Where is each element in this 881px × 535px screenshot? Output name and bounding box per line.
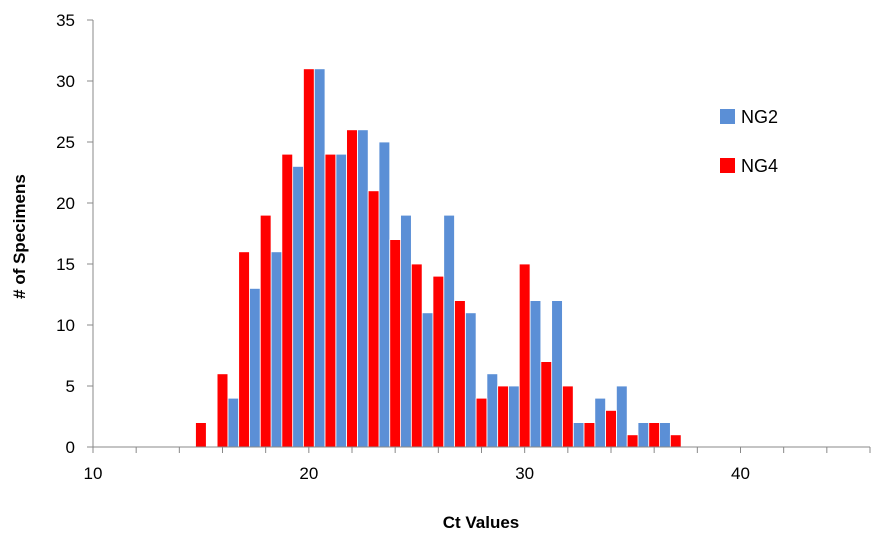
bar-ng2: [615, 385, 628, 448]
bar-ng4: [583, 422, 596, 448]
bar-ng4: [195, 422, 207, 448]
x-ticks: 10 20 30 40: [84, 447, 871, 483]
x-tick-label: 40: [731, 464, 750, 483]
legend-label-ng4: NG4: [741, 156, 778, 176]
bar-ng4: [410, 263, 423, 448]
y-tick-label: 30: [56, 72, 75, 91]
bar-ng4: [454, 300, 466, 448]
bar-ng2: [486, 373, 499, 448]
legend: NG2 NG4: [720, 107, 778, 176]
bar-ng4: [367, 190, 380, 448]
y-tick-label: 15: [56, 255, 75, 274]
bar-ng4: [497, 385, 509, 448]
bar-ng2: [292, 165, 304, 448]
bars-layer: [195, 68, 682, 448]
bar-ng2: [249, 287, 261, 448]
axes-layer: [92, 20, 870, 448]
bar-ng2: [270, 251, 283, 448]
x-tick-label: 20: [299, 464, 318, 483]
bar-ng2: [572, 422, 585, 448]
bar-ng4: [669, 434, 682, 448]
bar-ng2: [378, 141, 391, 448]
y-tick-label: 20: [56, 194, 75, 213]
legend-swatch-ng4: [720, 158, 735, 173]
bar-ng2: [421, 312, 434, 448]
legend-swatch-ng2: [720, 109, 735, 124]
y-tick-label: 10: [56, 316, 75, 335]
bar-ng2: [227, 397, 240, 448]
y-tick-label: 25: [56, 133, 75, 152]
bar-ng2: [637, 422, 650, 448]
bar-ng4: [281, 153, 294, 448]
bar-ng2: [551, 300, 563, 448]
bar-ng2: [443, 214, 455, 448]
bar-ng4: [518, 263, 531, 448]
bar-ng4: [324, 153, 337, 448]
bar-ng4: [475, 397, 488, 448]
y-axis-title: # of Specimens: [10, 174, 29, 299]
y-tick-label: 0: [66, 438, 75, 457]
x-tick-label: 30: [515, 464, 534, 483]
bar-ng4: [648, 422, 660, 448]
x-axis-title: Ct Values: [443, 513, 520, 532]
bar-ng4: [216, 373, 229, 448]
bar-ng4: [303, 68, 315, 448]
bar-ng4: [432, 275, 445, 448]
bar-ng2: [508, 385, 520, 448]
bar-ng2: [356, 129, 369, 448]
bar-ng2: [335, 153, 348, 448]
bar-ng4: [259, 214, 272, 448]
legend-label-ng2: NG2: [741, 107, 778, 127]
bar-ng2: [464, 312, 477, 448]
bar-ng4: [540, 361, 553, 448]
y-tick-label: 35: [56, 11, 75, 30]
bar-ng4: [626, 434, 639, 448]
y-ticks: 0 5 10 15 20 25 30 35: [56, 11, 93, 457]
bar-ng2: [529, 300, 542, 448]
bar-ng2: [594, 397, 607, 448]
x-tick-label: 10: [84, 464, 103, 483]
y-tick-label: 5: [66, 377, 75, 396]
bar-ng4: [346, 129, 358, 448]
bar-ng4: [389, 239, 401, 448]
bar-ng4: [238, 251, 250, 448]
bar-ng2: [659, 422, 671, 448]
bar-ng2: [400, 214, 412, 448]
bar-ng2: [313, 68, 326, 448]
bar-ng4: [562, 385, 574, 448]
bar-ng4: [605, 409, 617, 448]
